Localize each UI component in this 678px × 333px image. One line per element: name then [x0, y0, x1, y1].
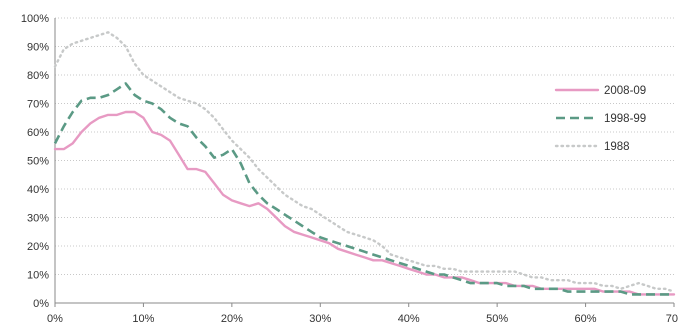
y-tick-label: 30%	[27, 213, 49, 225]
legend-label: 1988	[604, 141, 630, 153]
y-tick-label: 90%	[27, 42, 49, 54]
x-tick-label: 30%	[309, 313, 331, 325]
y-tick-label: 100%	[21, 13, 49, 25]
x-tick-label: 40%	[398, 313, 420, 325]
legend-label: 1998-99	[604, 113, 646, 125]
x-tick-label: 70	[666, 313, 678, 325]
x-tick-label: 10%	[132, 313, 154, 325]
x-tick-label: 50%	[486, 313, 508, 325]
x-tick-label: 60%	[575, 313, 597, 325]
y-tick-label: 20%	[27, 241, 49, 253]
y-tick-label: 40%	[27, 184, 49, 196]
y-tick-label: 80%	[27, 70, 49, 82]
series-line-1998-99	[53, 82, 674, 296]
x-axis-ticks: 0% 10% 20% 30% 40% 50% 60% 70	[47, 303, 678, 325]
x-tick-label: 20%	[221, 313, 243, 325]
series-line-1988	[53, 31, 676, 293]
legend-label: 2008-09	[604, 85, 646, 97]
y-tick-label: 50%	[27, 156, 49, 168]
legend: 2008-09 1998-99 1988	[554, 85, 646, 153]
y-tick-label: 0%	[33, 298, 49, 310]
x-tick-label: 0%	[47, 313, 63, 325]
y-tick-label: 70%	[27, 99, 49, 111]
series-lines	[53, 31, 676, 296]
y-axis-ticks: 0% 10% 20% 30% 40% 50% 60% 70% 80% 90% 100%	[21, 13, 49, 310]
gridlines	[55, 17, 674, 275]
series-line-2008-09	[53, 110, 676, 296]
y-tick-label: 60%	[27, 127, 49, 139]
y-tick-label: 10%	[27, 270, 49, 282]
